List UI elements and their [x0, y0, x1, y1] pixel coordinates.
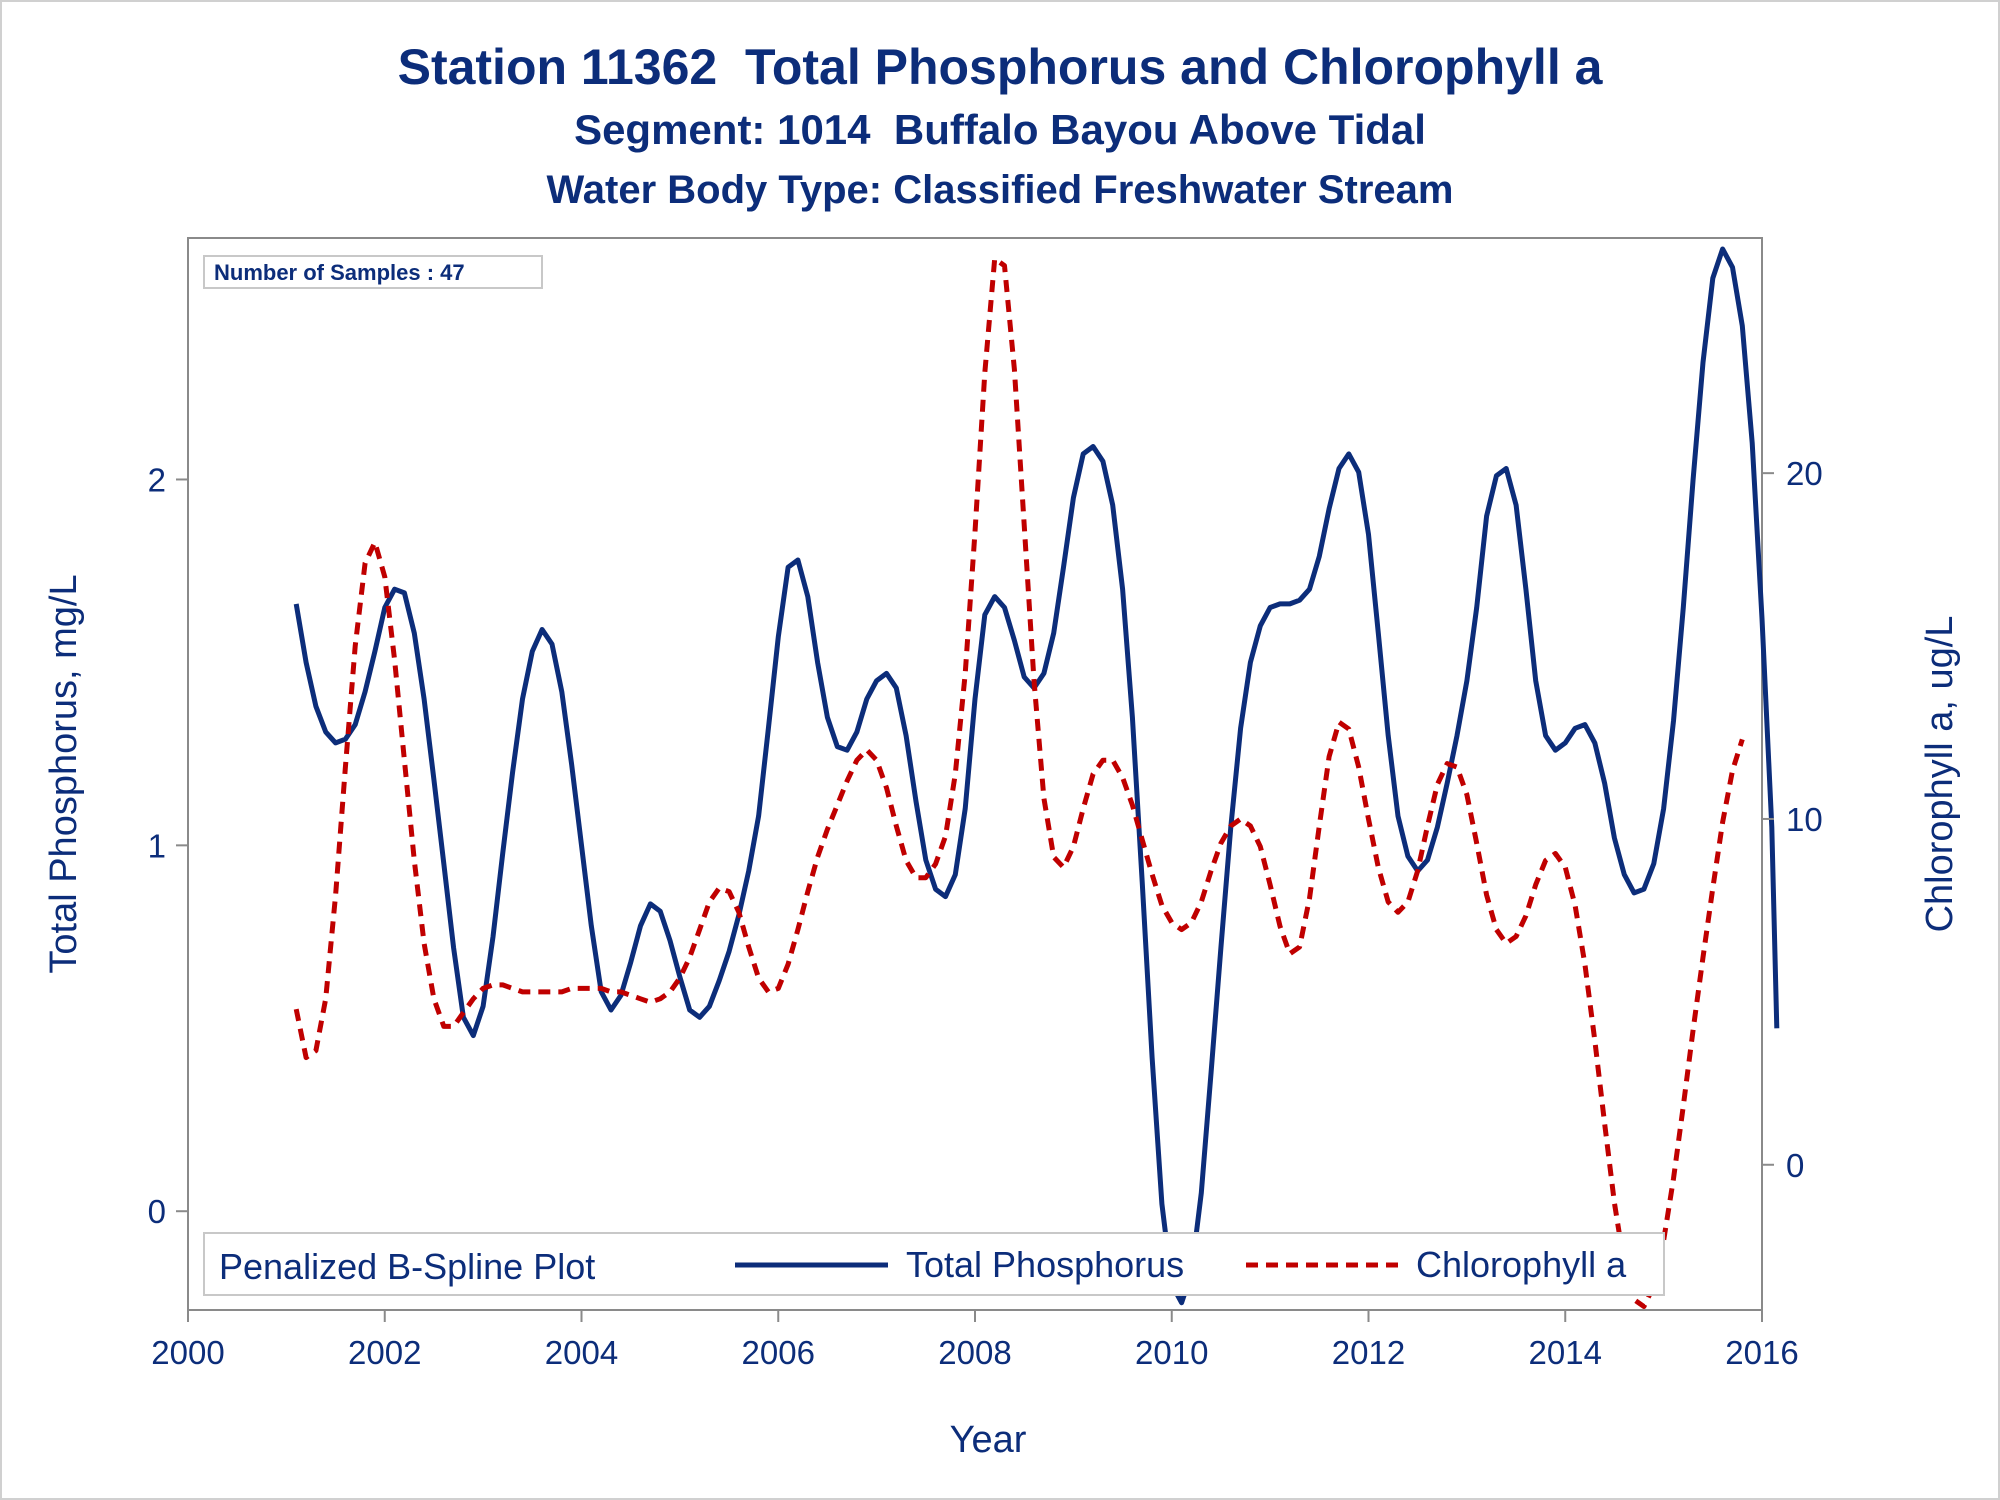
chart-subtitle-water-body: Water Body Type: Classified Freshwater S… [546, 168, 1454, 212]
series-line-total-phosphorus [293, 246, 1780, 1306]
x-tick-label-2000: 2000 [151, 1334, 224, 1371]
y-left-tick-label-2: 2 [148, 461, 166, 498]
legend-label-total-phosphorus: Total Phosphorus [906, 1244, 1184, 1285]
x-tick-label-2014: 2014 [1529, 1334, 1602, 1371]
x-tick-label-2016: 2016 [1725, 1334, 1798, 1371]
y-left-tick-label-0: 0 [148, 1193, 166, 1230]
x-tick-label-2008: 2008 [938, 1334, 1011, 1371]
x-tick-label-2006: 2006 [742, 1334, 815, 1371]
x-axis-label: Year [950, 1419, 1027, 1461]
legend-title: Penalized B-Spline Plot [219, 1246, 595, 1287]
sample-count-box [203, 255, 543, 289]
x-tick-label-2012: 2012 [1332, 1334, 1405, 1371]
plot-area-frame [187, 237, 1763, 1311]
chart-subtitle-segment: Segment: 1014 Buffalo Bayou Above Tidal [574, 106, 1426, 153]
y-axis-right-label: Chlorophyll a, ug/L [1919, 616, 1961, 933]
y-left-tick-label-1: 1 [148, 827, 166, 864]
legend-box [203, 1232, 1665, 1296]
y-right-tick-label-0: 0 [1786, 1147, 1804, 1184]
x-tick-label-2004: 2004 [545, 1334, 618, 1371]
series-line-chlorophyll-a [293, 256, 1745, 1309]
sample-count-note: Number of Samples : 47 [203, 255, 543, 289]
legend: Penalized B-Spline Plot Total Phosphorus… [203, 1232, 1665, 1296]
axes-layer: 2000 2002 2004 2006 2008 2010 2012 2014 20160120… [148, 455, 1823, 1371]
y-right-tick-label-20: 20 [1786, 455, 1823, 492]
y-axis-left-label: Total Phosphorus, mg/L [43, 574, 85, 973]
chart-title: Station 11362 Total Phosphorus and Chlor… [397, 39, 1603, 95]
x-tick-label-2002: 2002 [348, 1334, 421, 1371]
legend-label-chlorophyll-a: Chlorophyll a [1416, 1244, 1627, 1285]
series-layer [293, 246, 1780, 1309]
sample-count-text: Number of Samples : 47 [214, 260, 465, 285]
x-tick-label-2010: 2010 [1135, 1334, 1208, 1371]
y-right-tick-label-10: 10 [1786, 801, 1823, 838]
